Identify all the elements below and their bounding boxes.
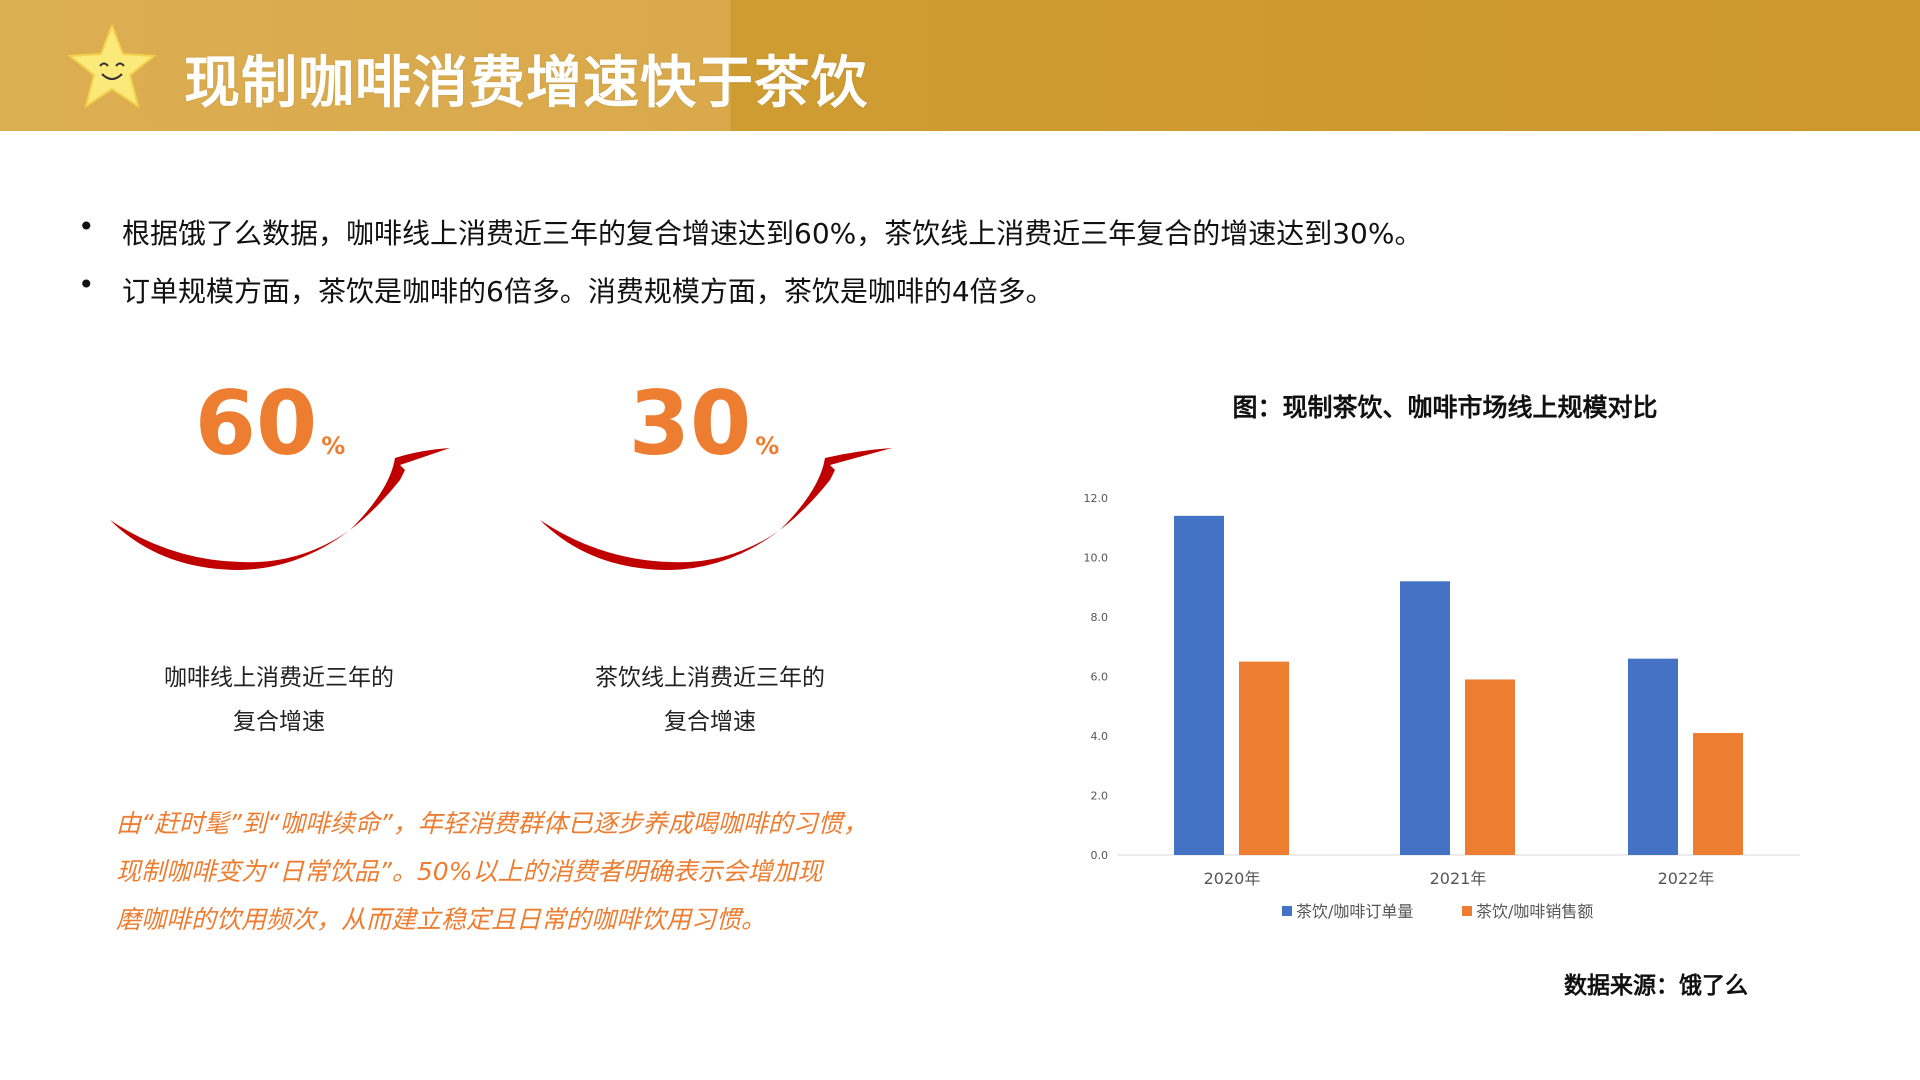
y-tick-label: 2.0 <box>1091 790 1109 803</box>
bullet-text: 订单规模方面，茶饮是咖啡的6倍多。消费规模方面，茶饮是咖啡的4倍多。 <box>122 275 1054 308</box>
bullet-dot: • <box>78 210 95 243</box>
bar-orders <box>1174 515 1224 855</box>
bar-orders <box>1400 581 1450 855</box>
smiling-star-icon <box>67 23 157 109</box>
bar-sales <box>1465 679 1515 855</box>
stat-label-tea: 茶饮线上消费近三年的 复合增速 <box>595 665 825 735</box>
legend-label: 茶饮/咖啡订单量 <box>1296 902 1413 921</box>
stat-label-coffee: 咖啡线上消费近三年的 复合增速 <box>164 665 394 735</box>
x-tick-label: 2021年 <box>1430 869 1487 888</box>
chart-title: 图：现制茶饮、咖啡市场线上规模对比 <box>1232 393 1658 422</box>
y-tick-label: 12.0 <box>1084 492 1109 505</box>
page-title: 现制咖啡消费增速快于茶饮 <box>184 51 868 116</box>
y-tick-label: 8.0 <box>1091 611 1109 624</box>
bar-sales <box>1693 733 1743 855</box>
x-tick-label: 2022年 <box>1658 869 1715 888</box>
y-tick-label: 6.0 <box>1091 671 1109 684</box>
stat-value-coffee: 60% <box>194 372 346 475</box>
bar-sales <box>1239 661 1289 855</box>
stat-value-tea: 30% <box>628 372 780 475</box>
y-tick-label: 0.0 <box>1091 849 1109 862</box>
note-text: 由“赶时髦”到“咖啡续命”，年轻消费群体已逐步养成喝咖啡的习惯， 现制咖啡变为“日… <box>116 809 868 934</box>
y-tick-label: 4.0 <box>1091 730 1109 743</box>
header-banner: 现制咖啡消费增速快于茶饮 <box>0 0 1920 131</box>
bullet-text: 根据饿了么数据，咖啡线上消费近三年的复合增速达到60%，茶饮线上消费近三年复合的… <box>122 217 1423 250</box>
bullet-dot: • <box>78 268 95 301</box>
legend-label: 茶饮/咖啡销售额 <box>1476 902 1593 921</box>
x-tick-label: 2020年 <box>1204 869 1261 888</box>
data-source: 数据来源：饿了么 <box>1564 973 1748 999</box>
legend-swatch <box>1282 906 1292 916</box>
y-tick-label: 10.0 <box>1084 552 1109 565</box>
legend-swatch <box>1462 906 1472 916</box>
bar-orders <box>1628 658 1678 855</box>
